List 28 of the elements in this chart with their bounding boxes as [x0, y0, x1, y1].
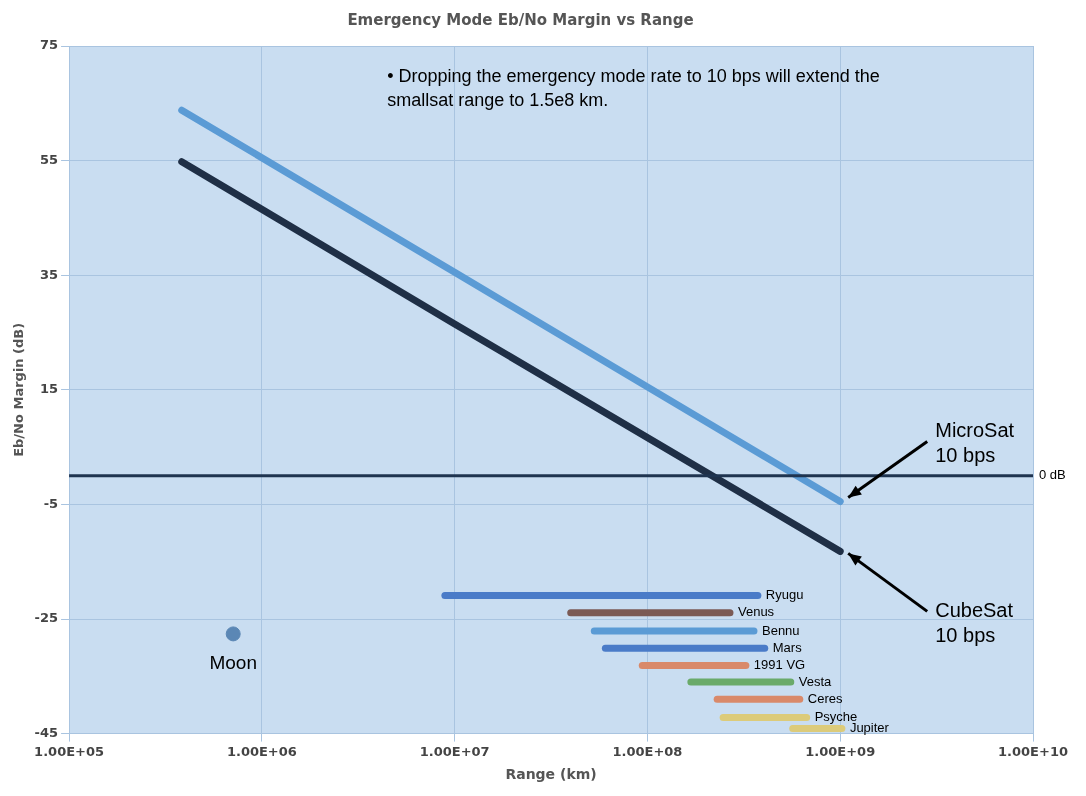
- annotation: • Dropping the emergency mode rate to 10 bps will extend the smallsat range to 1.5e8 km.: [387, 65, 880, 110]
- series-label: Vesta: [798, 673, 833, 689]
- series-label: Ceres: [807, 690, 843, 706]
- y-tick-label: -5: [43, 495, 59, 511]
- series-label: Ryugu: [765, 587, 804, 603]
- x-tick-label: 1.00E+07: [419, 743, 490, 759]
- y-tick-label: 35: [39, 266, 59, 282]
- series-label: Mars: [772, 639, 803, 655]
- series-label: Venus: [737, 604, 775, 620]
- x-tick-label: 1.00E+05: [34, 743, 105, 759]
- x-tick-label: 1.00E+10: [998, 743, 1068, 759]
- y-tick-label: -45: [34, 724, 59, 740]
- chart-title: Emergency Mode Eb/No Margin vs Range: [347, 10, 694, 29]
- y-tick-label: 15: [39, 381, 59, 397]
- y-tick-label: -25: [34, 610, 59, 626]
- text: CubeSat 10 bps: [935, 598, 1014, 646]
- ref-line-label: 0 dB: [1039, 467, 1066, 483]
- series-label: Bennu: [761, 622, 800, 638]
- x-axis-title: Range (km): [505, 766, 597, 783]
- series-label: Moon: [209, 652, 257, 674]
- y-tick-label: 55: [39, 151, 59, 167]
- x-tick-label: 1.00E+06: [226, 743, 297, 759]
- y-axis-title: Eb/No Margin (dB): [11, 322, 27, 457]
- x-tick-label: 1.00E+08: [612, 743, 683, 759]
- x-tick-label: 1.00E+09: [805, 743, 876, 759]
- text: MicroSat 10 bps: [935, 419, 1015, 467]
- series-label: 1991 VG: [753, 656, 806, 672]
- y-tick-label: 75: [39, 37, 59, 53]
